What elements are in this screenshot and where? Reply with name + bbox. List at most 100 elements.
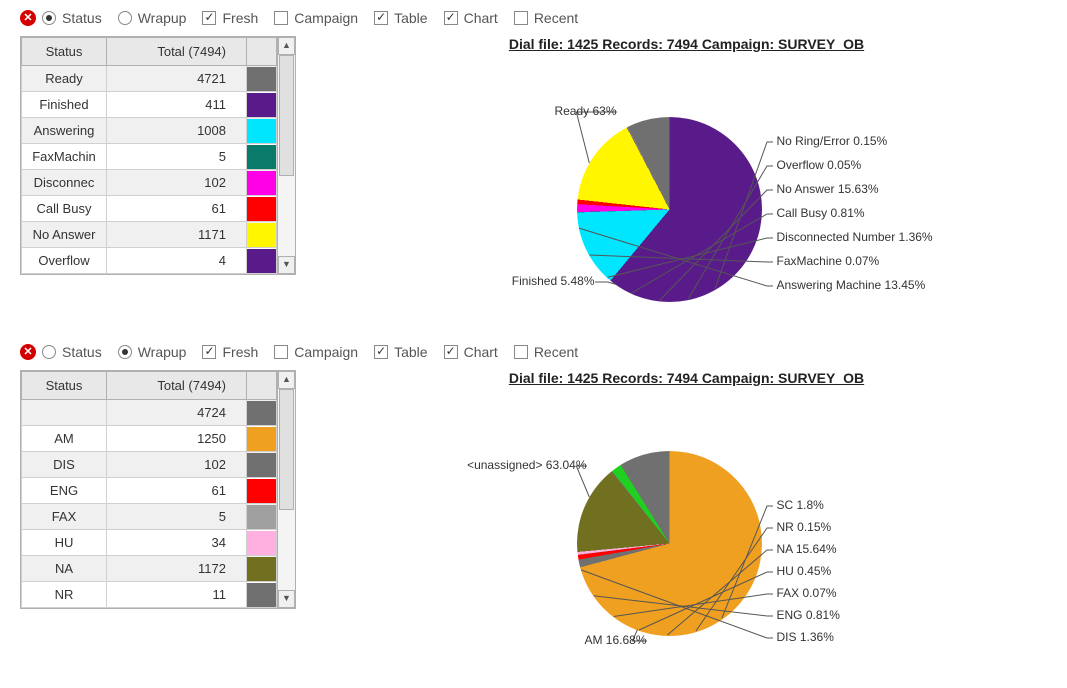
- pie-callout: No Ring/Error 0.15%: [777, 134, 888, 148]
- fresh-checkbox[interactable]: [202, 345, 216, 359]
- pie-callout: FAX 0.07%: [777, 586, 837, 600]
- cell-color: [247, 582, 277, 608]
- cell-total: 5: [107, 504, 247, 530]
- scroll-down-icon[interactable]: ▼: [278, 256, 295, 274]
- cell-color: [247, 478, 277, 504]
- chart-checkbox[interactable]: [444, 11, 458, 25]
- pie-callout: FaxMachine 0.07%: [777, 254, 880, 268]
- cell-total: 61: [107, 196, 247, 222]
- table-row[interactable]: NA1172: [22, 556, 277, 582]
- cell-status: Answering: [22, 118, 107, 144]
- campaign-checkbox[interactable]: [274, 11, 288, 25]
- wrapup-radio[interactable]: [118, 345, 132, 359]
- table-row[interactable]: Answering1008: [22, 118, 277, 144]
- wrapup-radio-label: Wrapup: [138, 344, 187, 360]
- col-total-header: Total (7494): [107, 38, 247, 66]
- table-scrollbar[interactable]: ▲ ▼: [277, 371, 295, 608]
- wrapup-panel: ✕ Status Wrapup Fresh Campaign Table Cha…: [20, 344, 1047, 656]
- table-row[interactable]: Overflow4: [22, 248, 277, 274]
- cell-status: Overflow: [22, 248, 107, 274]
- cell-total: 1172: [107, 556, 247, 582]
- cell-status: AM: [22, 426, 107, 452]
- recent-checkbox[interactable]: [514, 345, 528, 359]
- pie-callout: AM 16.68%: [487, 633, 647, 647]
- table-checkbox[interactable]: [374, 345, 388, 359]
- cell-status: FaxMachin: [22, 144, 107, 170]
- status-panel: ✕ Status Wrapup Fresh Campaign Table Cha…: [20, 10, 1047, 322]
- table-row[interactable]: DIS102: [22, 452, 277, 478]
- pie-callout: Disconnected Number 1.36%: [777, 230, 933, 244]
- cell-status: Ready: [22, 66, 107, 92]
- table-row[interactable]: 4724: [22, 400, 277, 426]
- table-row[interactable]: FAX5: [22, 504, 277, 530]
- table-row[interactable]: Disconnec102: [22, 170, 277, 196]
- cell-color: [247, 118, 277, 144]
- chart-checkbox[interactable]: [444, 345, 458, 359]
- table-row[interactable]: ENG61: [22, 478, 277, 504]
- fresh-checkbox[interactable]: [202, 11, 216, 25]
- pie-callout: Call Busy 0.81%: [777, 206, 865, 220]
- pie-callout: NA 15.64%: [777, 542, 837, 556]
- scroll-down-icon[interactable]: ▼: [278, 590, 295, 608]
- cell-total: 4721: [107, 66, 247, 92]
- table-row[interactable]: Call Busy61: [22, 196, 277, 222]
- cell-total: 1008: [107, 118, 247, 144]
- table-row[interactable]: Finished411: [22, 92, 277, 118]
- cell-status: [22, 400, 107, 426]
- cell-total: 4724: [107, 400, 247, 426]
- cell-total: 411: [107, 92, 247, 118]
- pie-callout: Answering Machine 13.45%: [777, 278, 926, 292]
- table-row[interactable]: AM1250: [22, 426, 277, 452]
- chart-label: Chart: [464, 10, 498, 26]
- table-row[interactable]: FaxMachin5: [22, 144, 277, 170]
- table-row[interactable]: No Answer1171: [22, 222, 277, 248]
- col-status-header: Status: [22, 372, 107, 400]
- scroll-up-icon[interactable]: ▲: [278, 37, 295, 55]
- pie-callout: Finished 5.48%: [445, 274, 595, 288]
- cell-total: 5: [107, 144, 247, 170]
- wrapup-radio[interactable]: [118, 11, 132, 25]
- status-radio[interactable]: [42, 345, 56, 359]
- cell-status: Disconnec: [22, 170, 107, 196]
- pie-callout: NR 0.15%: [777, 520, 832, 534]
- close-icon[interactable]: ✕: [20, 344, 36, 360]
- campaign-checkbox[interactable]: [274, 345, 288, 359]
- table-row[interactable]: Ready4721: [22, 66, 277, 92]
- cell-status: HU: [22, 530, 107, 556]
- cell-color: [247, 530, 277, 556]
- status-radio-label: Status: [62, 10, 102, 26]
- cell-status: NA: [22, 556, 107, 582]
- cell-color: [247, 170, 277, 196]
- cell-status: Finished: [22, 92, 107, 118]
- col-status-header: Status: [22, 38, 107, 66]
- cell-total: 4: [107, 248, 247, 274]
- status-tbody: Ready4721Finished411Answering1008FaxMach…: [22, 66, 277, 274]
- scroll-up-icon[interactable]: ▲: [278, 371, 295, 389]
- recent-checkbox[interactable]: [514, 11, 528, 25]
- table-row[interactable]: HU34: [22, 530, 277, 556]
- cell-total: 102: [107, 452, 247, 478]
- table-scrollbar[interactable]: ▲ ▼: [277, 37, 295, 274]
- status-radio-label: Status: [62, 344, 102, 360]
- pie-chart: [577, 117, 762, 302]
- cell-color: [247, 144, 277, 170]
- cell-color: [247, 222, 277, 248]
- filter-row: ✕ Status Wrapup Fresh Campaign Table Cha…: [20, 10, 1047, 26]
- status-radio[interactable]: [42, 11, 56, 25]
- pie-callout: ENG 0.81%: [777, 608, 840, 622]
- cell-total: 1171: [107, 222, 247, 248]
- table-row[interactable]: NR11: [22, 582, 277, 608]
- cell-color: [247, 248, 277, 274]
- cell-color: [247, 196, 277, 222]
- cell-total: 11: [107, 582, 247, 608]
- cell-color: [247, 504, 277, 530]
- cell-status: ENG: [22, 478, 107, 504]
- cell-total: 1250: [107, 426, 247, 452]
- pie-callout: No Answer 15.63%: [777, 182, 879, 196]
- status-chart: Dial file: 1425 Records: 7494 Campaign: …: [326, 36, 1047, 322]
- wrapup-chart: Dial file: 1425 Records: 7494 Campaign: …: [326, 370, 1047, 656]
- pie-callout: SC 1.8%: [777, 498, 824, 512]
- close-icon[interactable]: ✕: [20, 10, 36, 26]
- table-checkbox[interactable]: [374, 11, 388, 25]
- fresh-label: Fresh: [222, 344, 258, 360]
